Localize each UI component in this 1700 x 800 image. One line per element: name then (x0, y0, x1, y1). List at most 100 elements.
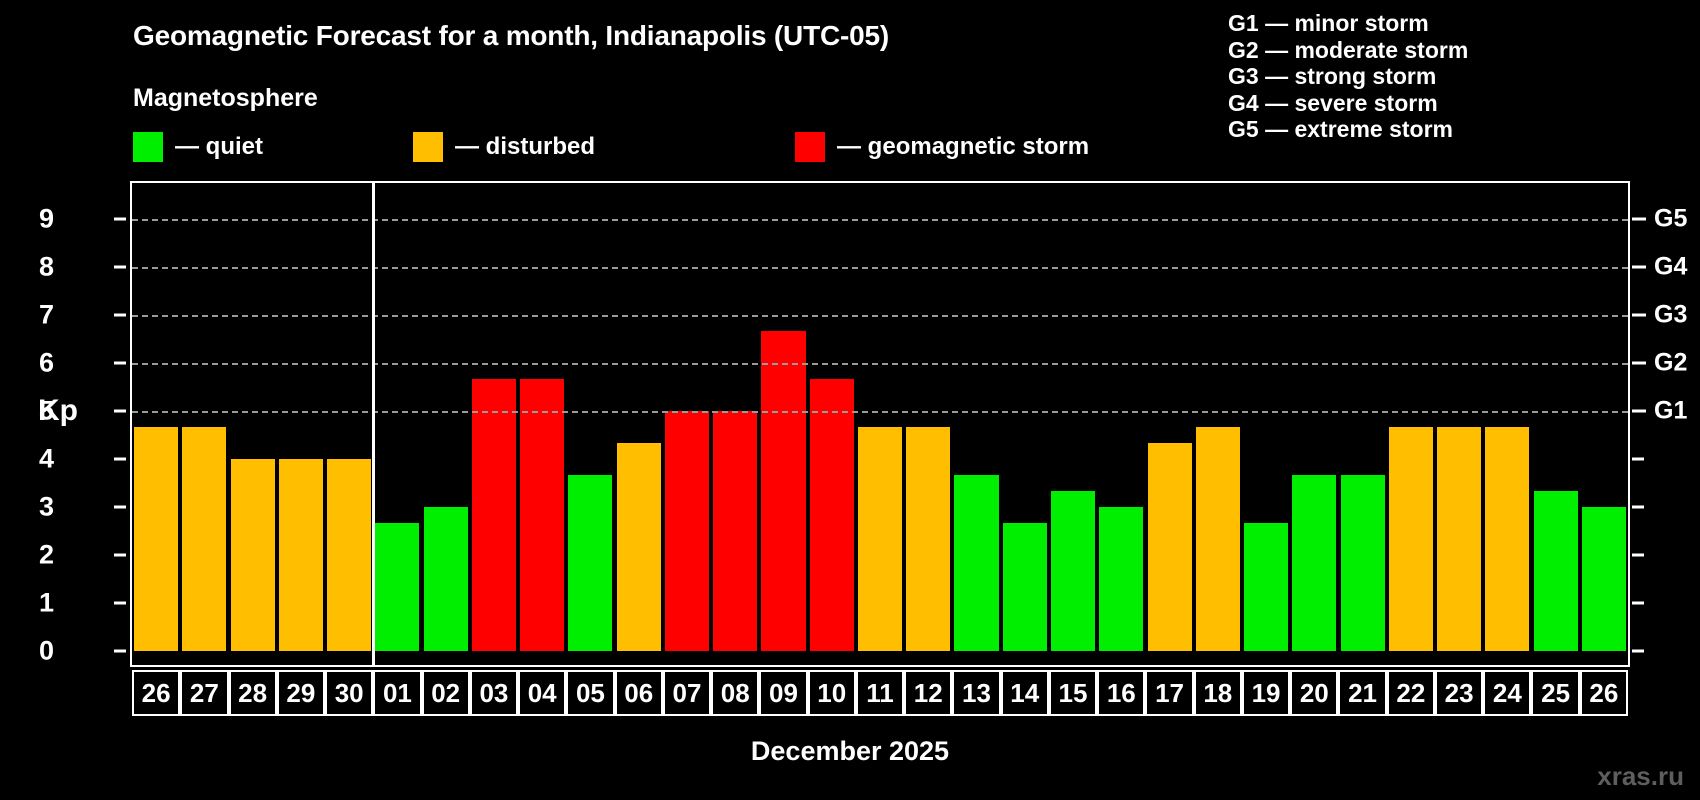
y-tick-mark-2 (114, 553, 126, 557)
date-label-19-23: 19 (1241, 670, 1291, 716)
y-tick-label-4: 4 (38, 443, 54, 474)
bar-day-20 (1292, 474, 1337, 651)
date-label-09-13: 09 (759, 670, 808, 716)
date-label-12-16: 12 (904, 670, 953, 716)
bar-day-18 (1195, 426, 1240, 651)
y-tick-label-3: 3 (38, 491, 54, 522)
date-label-10-14: 10 (807, 670, 856, 716)
forecast-divider (371, 183, 375, 665)
magnetosphere-label: Magnetosphere (133, 84, 318, 112)
bar-day-22 (1388, 426, 1433, 651)
bar-day-29 (278, 459, 323, 651)
g-axis-minor-tick-3 (1632, 505, 1644, 509)
y-tick-label-5: 5 (38, 395, 54, 426)
date-label-24-28: 24 (1483, 670, 1532, 716)
bar-day-11 (857, 426, 903, 651)
bar-day-12 (906, 426, 951, 651)
date-label-02-6: 02 (421, 670, 470, 716)
bar-day-21 (1340, 474, 1385, 651)
legend-label: — geomagnetic storm (837, 133, 1090, 160)
green-square-icon (133, 132, 163, 162)
legend-label: — disturbed (455, 133, 596, 160)
date-label-05-9: 05 (566, 670, 615, 716)
y-tick-label-8: 8 (38, 251, 54, 282)
date-label-07-11: 07 (662, 670, 712, 716)
bar-day-27 (182, 426, 227, 651)
date-label-22-26: 22 (1386, 670, 1435, 716)
red-square-icon (795, 132, 826, 162)
y-tick-label-1: 1 (38, 587, 54, 618)
bars-layer (132, 183, 1628, 665)
date-label-29-3: 29 (276, 670, 326, 716)
date-label-28-2: 28 (228, 670, 277, 716)
legend-item-disturbed: — disturbed (413, 130, 595, 164)
date-label-21-25: 21 (1338, 670, 1387, 716)
bar-day-17 (1147, 443, 1192, 651)
g-scale-line-3: G3 — strong storm (1228, 63, 1437, 89)
g-tick-label-G2: G2 (1654, 348, 1688, 377)
gridline-kp-7 (132, 315, 1628, 317)
bar-day-28 (230, 459, 275, 651)
y-tick-label-0: 0 (38, 635, 54, 666)
date-label-26-30: 26 (1579, 670, 1628, 716)
bar-day-26 (1581, 507, 1626, 651)
y-tick-label-2: 2 (38, 539, 54, 570)
orange-square-icon (413, 132, 443, 162)
g-tick-mark-G5 (1632, 217, 1646, 221)
date-label-30-4: 30 (325, 670, 374, 716)
bar-day-10 (809, 378, 854, 651)
date-label-08-12: 08 (711, 670, 760, 716)
g-axis-minor-tick-2 (1632, 553, 1644, 557)
bar-day-02 (423, 507, 468, 651)
magnetosphere-legend: — quiet — disturbed — geomagnetic storm (133, 130, 1089, 164)
bar-day-01 (375, 522, 420, 651)
date-label-06-10: 06 (614, 670, 663, 716)
date-label-16-20: 16 (1097, 670, 1146, 716)
page-title: Geomagnetic Forecast for a month, Indian… (133, 20, 889, 51)
date-label-20-24: 20 (1290, 670, 1339, 716)
bar-day-19 (1244, 522, 1289, 651)
bar-day-14 (1002, 522, 1047, 651)
g-axis-minor-tick-1 (1632, 601, 1644, 605)
g-tick-label-G1: G1 (1654, 396, 1688, 425)
gridline-kp-9 (132, 219, 1628, 221)
bar-day-25 (1533, 491, 1578, 651)
date-label-25-29: 25 (1531, 670, 1580, 716)
bar-day-30 (327, 459, 372, 651)
y-tick-mark-0 (114, 649, 126, 653)
g-scale-legend: G1 — minor storm G2 — moderate storm G3 — … (1228, 10, 1468, 143)
bar-day-23 (1437, 426, 1482, 651)
gridline-kp-8 (132, 267, 1628, 269)
date-label-17-21: 17 (1145, 670, 1194, 716)
legend-item-quiet: — quiet (133, 130, 263, 164)
date-label-26-0: 26 (132, 670, 181, 716)
g-scale-line-4: G4 — severe storm (1228, 89, 1438, 116)
date-label-03-7: 03 (469, 670, 519, 716)
date-label-23-27: 23 (1434, 670, 1484, 716)
date-label-27-1: 27 (180, 670, 229, 716)
month-caption: December 2025 (750, 736, 950, 766)
legend-label: — quiet (175, 133, 263, 160)
date-label-15-19: 15 (1048, 670, 1098, 716)
bar-day-05 (568, 474, 613, 651)
date-label-01-5: 01 (373, 670, 422, 716)
y-tick-mark-6 (114, 361, 126, 365)
g-tick-mark-G2 (1632, 361, 1646, 365)
date-label-04-8: 04 (518, 670, 567, 716)
date-label-18-22: 18 (1193, 670, 1242, 716)
g-tick-mark-G3 (1632, 313, 1646, 317)
date-label-11-15: 11 (855, 670, 905, 716)
y-tick-label-9: 9 (38, 203, 54, 234)
y-axis-label: Kp (38, 394, 78, 427)
bar-day-09 (761, 330, 806, 651)
y-tick-mark-8 (114, 265, 126, 269)
bar-day-26 (134, 426, 179, 651)
y-tick-mark-5 (114, 409, 126, 413)
y-tick-mark-9 (114, 217, 126, 221)
g-tick-label-G4: G4 (1654, 252, 1688, 281)
g-scale-line-2: G2 — moderate storm (1228, 36, 1469, 63)
y-tick-mark-4 (114, 457, 126, 461)
g-tick-label-G3: G3 (1654, 300, 1688, 329)
plot-area (130, 181, 1630, 667)
g-scale-line-5: G5 — extreme storm (1228, 116, 1453, 142)
